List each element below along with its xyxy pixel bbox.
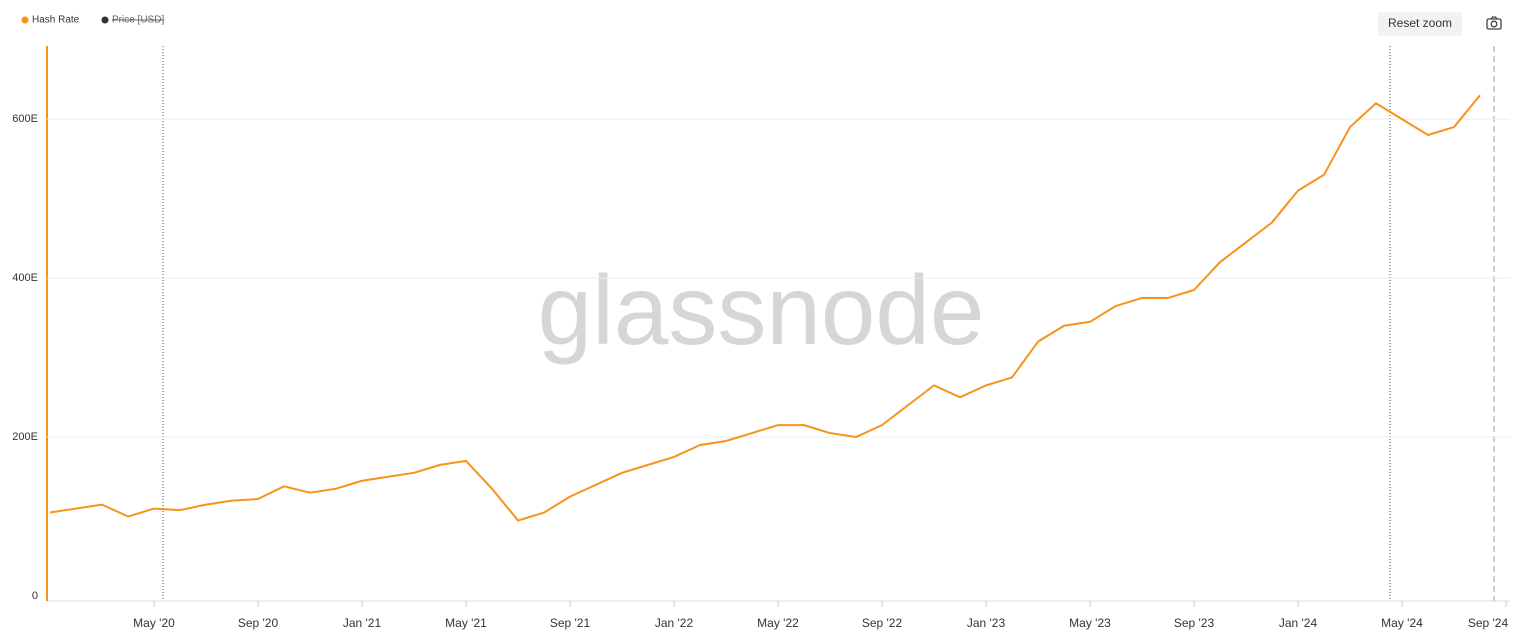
x-tick-label: May '22 <box>757 616 799 630</box>
x-tick-label: Jan '22 <box>655 616 694 630</box>
legend-marker[interactable] <box>21 16 29 24</box>
y-tick-label: 0 <box>32 590 38 602</box>
data-line <box>49 94 1481 522</box>
x-tick-label: Sep '20 <box>238 616 279 630</box>
reset-zoom-label[interactable]: Reset zoom <box>1388 16 1452 30</box>
camera-icon[interactable] <box>1486 16 1502 30</box>
legend-label[interactable]: Price [USD] <box>112 15 164 26</box>
x-tick-label: Sep '23 <box>1174 616 1215 630</box>
x-tick-label: Sep '24 <box>1468 616 1509 630</box>
reset-zoom-button[interactable] <box>1378 12 1462 36</box>
x-tick-label: Jan '24 <box>1279 616 1318 630</box>
watermark: glassnode <box>538 255 985 365</box>
y-tick-label: 600E <box>12 113 38 125</box>
legend-label[interactable]: Hash Rate <box>32 15 80 26</box>
x-tick-label: May '23 <box>1069 616 1111 630</box>
x-tick-label: May '20 <box>133 616 175 630</box>
x-tick-label: Jan '21 <box>343 616 382 630</box>
x-tick-label: Jan '23 <box>967 616 1006 630</box>
legend-marker[interactable] <box>101 16 109 24</box>
x-tick-label: May '24 <box>1381 616 1423 630</box>
x-tick-label: Sep '21 <box>550 616 591 630</box>
x-tick-label: Sep '22 <box>862 616 903 630</box>
x-tick-label: May '21 <box>445 616 487 630</box>
y-tick-label: 400E <box>12 272 38 284</box>
y-tick-label: 200E <box>12 431 38 443</box>
